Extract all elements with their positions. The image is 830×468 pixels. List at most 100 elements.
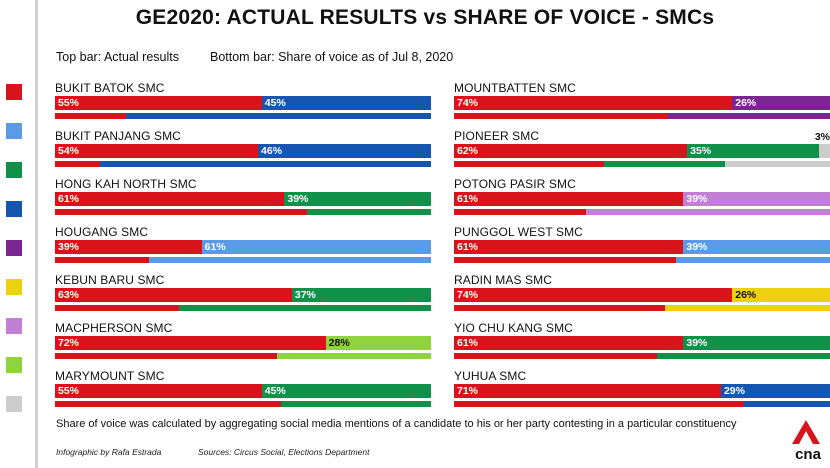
data-label: 46% <box>261 145 283 157</box>
swatch-purple <box>6 240 22 256</box>
voice-segment-red <box>454 161 605 167</box>
actual-results-bar: 61% 39% <box>454 240 830 254</box>
actual-segment-lavender <box>683 192 830 206</box>
swatch-lightblue <box>6 123 22 139</box>
swatch-grey <box>6 396 22 412</box>
constituency-name: POTONG PASIR SMC <box>454 177 576 191</box>
constituency-row: BUKIT BATOK SMC 55% 45% <box>55 81 431 127</box>
voice-segment-red <box>454 209 586 215</box>
data-label: 39% <box>58 241 80 253</box>
actual-segment-red <box>55 240 202 254</box>
swatch-lavender <box>6 318 22 334</box>
legend-bottom-bar: Bottom bar: Share of voice as of Jul 8, … <box>210 50 454 64</box>
constituency-row: MACPHERSON SMC 72% 28% <box>55 321 431 367</box>
data-label: 39% <box>686 337 708 349</box>
actual-segment-red <box>55 336 326 350</box>
actual-results-bar: 54% 46% <box>55 144 431 158</box>
actual-segment-red <box>454 384 721 398</box>
data-label: 55% <box>58 97 80 109</box>
data-label: 26% <box>735 289 757 301</box>
actual-segment-red <box>454 96 733 110</box>
constituency-row: YIO CHU KANG SMC 61% 39% <box>454 321 830 367</box>
swatch-red <box>6 84 22 100</box>
swatch-green <box>6 162 22 178</box>
voice-segment-green <box>179 305 431 311</box>
actual-results-bar: 62% 35% 3% <box>454 131 830 158</box>
share-of-voice-bar <box>55 401 431 407</box>
voice-segment-red <box>454 305 665 311</box>
cna-logo-text: cna <box>795 446 821 463</box>
actual-segment-grey <box>818 144 830 158</box>
voice-segment-red <box>55 113 127 119</box>
share-of-voice-bar <box>55 353 431 359</box>
voice-segment-green <box>306 209 431 215</box>
data-label: 35% <box>690 145 712 157</box>
voice-segment-green <box>604 161 725 167</box>
voice-segment-blue <box>126 113 431 119</box>
voice-segment-red <box>454 257 676 263</box>
data-label: 63% <box>58 289 80 301</box>
voice-segment-green <box>280 401 431 407</box>
data-label: 74% <box>457 289 479 301</box>
actual-segment-lightblue <box>201 240 431 254</box>
voice-segment-red <box>55 401 281 407</box>
share-of-voice-bar <box>55 305 431 311</box>
constituency-name: KEBUN BARU SMC <box>55 273 165 287</box>
actual-results-bar: 61% 39% <box>454 192 830 206</box>
constituency-name: YIO CHU KANG SMC <box>454 321 573 335</box>
data-label: 39% <box>287 193 309 205</box>
voice-segment-blue <box>743 401 830 407</box>
chart-title: GE2020: ACTUAL RESULTS vs SHARE OF VOICE… <box>135 6 715 29</box>
voice-segment-lightblue <box>675 257 830 263</box>
actual-segment-red <box>55 288 292 302</box>
constituency-name: MACPHERSON SMC <box>55 321 173 335</box>
actual-results-bar: 74% 26% <box>454 288 830 302</box>
cna-logo-icon <box>792 420 820 444</box>
voice-segment-red <box>454 113 669 119</box>
actual-segment-red <box>454 144 688 158</box>
actual-segment-red <box>55 96 262 110</box>
actual-results-bar: 61% 39% <box>454 336 830 350</box>
swatch-lightgreen <box>6 357 22 373</box>
data-label: 55% <box>58 385 80 397</box>
actual-segment-green <box>683 336 830 350</box>
actual-results-bar: 63% 37% <box>55 288 431 302</box>
actual-segment-lightgreen <box>325 336 431 350</box>
share-of-voice-bar <box>454 401 830 407</box>
constituency-row: POTONG PASIR SMC 61% 39% <box>454 177 830 223</box>
share-of-voice-bar <box>55 209 431 215</box>
voice-segment-lightblue <box>149 257 431 263</box>
constituency-row: MOUNTBATTEN SMC 74% 26% <box>454 81 830 127</box>
data-label: 61% <box>457 241 479 253</box>
constituency-name: HONG KAH NORTH SMC <box>55 177 197 191</box>
voice-segment-red <box>55 161 101 167</box>
data-label: 29% <box>723 385 745 397</box>
constituency-name: PUNGGOL WEST SMC <box>454 225 583 239</box>
actual-segment-blue <box>261 96 431 110</box>
voice-segment-green <box>657 353 830 359</box>
share-of-voice-bar <box>454 209 830 215</box>
party-color-sidebar <box>0 0 38 468</box>
data-label: 37% <box>294 289 316 301</box>
actual-segment-yellow <box>732 288 830 302</box>
data-label: 45% <box>264 97 286 109</box>
constituency-name: PIONEER SMC <box>454 129 540 143</box>
data-label: 54% <box>58 145 80 157</box>
voice-segment-red <box>55 305 180 311</box>
constituency-row: RADIN MAS SMC 74% 26% <box>454 273 830 319</box>
voice-segment-blue <box>100 161 431 167</box>
data-label: 26% <box>735 97 757 109</box>
constituency-name: MOUNTBATTEN SMC <box>454 81 576 95</box>
constituency-name: RADIN MAS SMC <box>454 273 552 287</box>
actual-segment-purple <box>732 96 830 110</box>
actual-segment-red <box>454 288 733 302</box>
share-of-voice-bar <box>454 353 830 359</box>
actual-segment-green <box>291 288 431 302</box>
actual-results-bar: 55% 45% <box>55 96 431 110</box>
credit-author: Infographic by Rafa Estrada <box>56 447 162 457</box>
data-label: 62% <box>457 145 479 157</box>
constituency-row: PIONEER SMC 62% 35% 3% <box>454 129 830 175</box>
share-of-voice-bar <box>55 113 431 119</box>
constituency-name: MARYMOUNT SMC <box>55 369 165 383</box>
credit-sources: Sources: Circus Social, Elections Depart… <box>198 447 370 457</box>
